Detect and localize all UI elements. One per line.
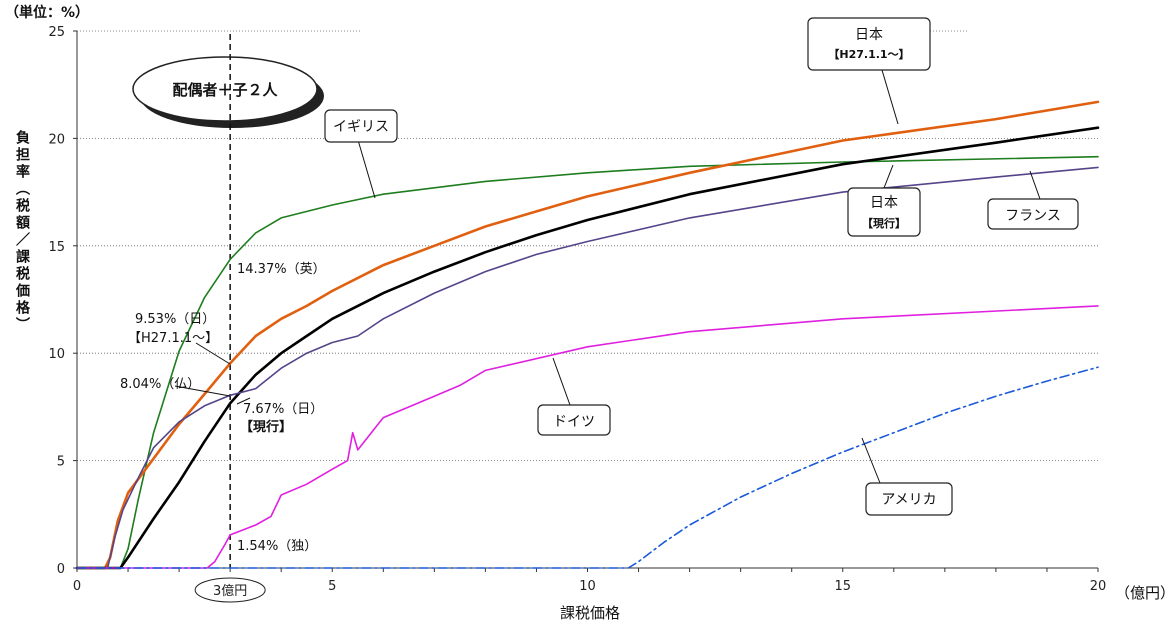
leader-jp-cur xyxy=(236,397,251,405)
y-tick-label: 5 xyxy=(57,455,65,470)
box-jp-cur xyxy=(847,187,921,237)
y-axis-title: 負担率（税額／課税価格） xyxy=(14,129,31,334)
box-jp-new-line1: 日本 xyxy=(855,27,883,43)
leader-us-box xyxy=(861,437,881,484)
box-fr xyxy=(987,198,1079,230)
x-axis-unit: （億円） xyxy=(1115,584,1172,602)
x-tick-label: 15 xyxy=(834,579,851,594)
leader-jp-cur-box xyxy=(883,164,894,189)
box-us-text: アメリカ xyxy=(881,492,936,508)
series-line-2 xyxy=(75,126,1100,570)
y-tick-label: 15 xyxy=(48,240,65,255)
box-jp-cur-line2: 【現行】 xyxy=(862,216,906,230)
y-tick-label: 25 xyxy=(48,25,65,40)
series-line-1 xyxy=(75,100,1100,570)
box-de-text: ドイツ xyxy=(553,414,595,430)
box-uk-text: イギリス xyxy=(333,119,389,135)
x-tick-label: 5 xyxy=(328,579,336,594)
y-tick-label: 20 xyxy=(48,132,65,147)
callouts: 14.37%（英） 9.53%（日） 【H27.1.1～】 8.04%（仏） 7… xyxy=(120,262,326,554)
leader-uk xyxy=(357,139,376,199)
x-tick-label: 0 xyxy=(73,579,81,594)
leader-jp-new-box xyxy=(881,69,899,125)
series-line-3 xyxy=(76,166,1099,569)
annotation-uk: 14.37%（英） xyxy=(237,262,326,277)
x-axis-title: 課税価格 xyxy=(560,604,620,622)
family-label: 配偶者＋子２人 xyxy=(132,56,324,128)
x-tick-label: 10 xyxy=(579,579,596,594)
family-label-text: 配偶者＋子２人 xyxy=(172,81,278,99)
box-us xyxy=(865,482,953,516)
x-tick-label: 20 xyxy=(1090,579,1107,594)
annotation-jp-new-date: 【H27.1.1～】 xyxy=(128,331,218,346)
box-jp-cur-line1: 日本 xyxy=(870,195,898,211)
box-uk xyxy=(324,109,398,143)
annotation-de: 1.54%（独） xyxy=(237,539,317,554)
series-line-0 xyxy=(76,155,1099,569)
y-tick-label: 10 xyxy=(48,347,65,362)
x-tick-labels: 0 5 10 15 20 xyxy=(73,568,1106,594)
box-jp-new-line2: 【H27.1.1～】 xyxy=(828,48,909,61)
annotation-jp-new: 9.53%（日） xyxy=(135,312,215,327)
series-boxes: イギリス 日本 【H27.1.1～】 日本 【現行】 フランス ドイツ アメリカ xyxy=(324,17,1079,516)
series-line-4 xyxy=(76,305,1099,569)
annotation-jp-cur-status: 【現行】 xyxy=(240,419,292,435)
annotation-jp-cur: 7.67%（日） xyxy=(243,402,323,417)
series-lines xyxy=(75,100,1100,570)
series-line-5 xyxy=(76,366,1099,569)
marker-label-text: 3億円 xyxy=(213,583,247,599)
box-de xyxy=(537,404,611,436)
marker-label-ellipse xyxy=(194,577,266,603)
unit-label: （単位：%） xyxy=(5,4,89,21)
annotation-fr: 8.04%（仏） xyxy=(120,377,200,392)
box-jp-new xyxy=(807,17,931,71)
family-label-ellipse xyxy=(132,56,318,122)
leader-de-box xyxy=(552,357,571,406)
y-tick-labels: 0 5 10 15 20 25 xyxy=(48,25,77,577)
leader-jp-new xyxy=(195,342,231,365)
box-fr-text: フランス xyxy=(1005,208,1061,224)
leader-fr xyxy=(174,385,231,397)
y-tick-label: 0 xyxy=(57,562,65,577)
leader-fr-box xyxy=(1029,170,1041,200)
